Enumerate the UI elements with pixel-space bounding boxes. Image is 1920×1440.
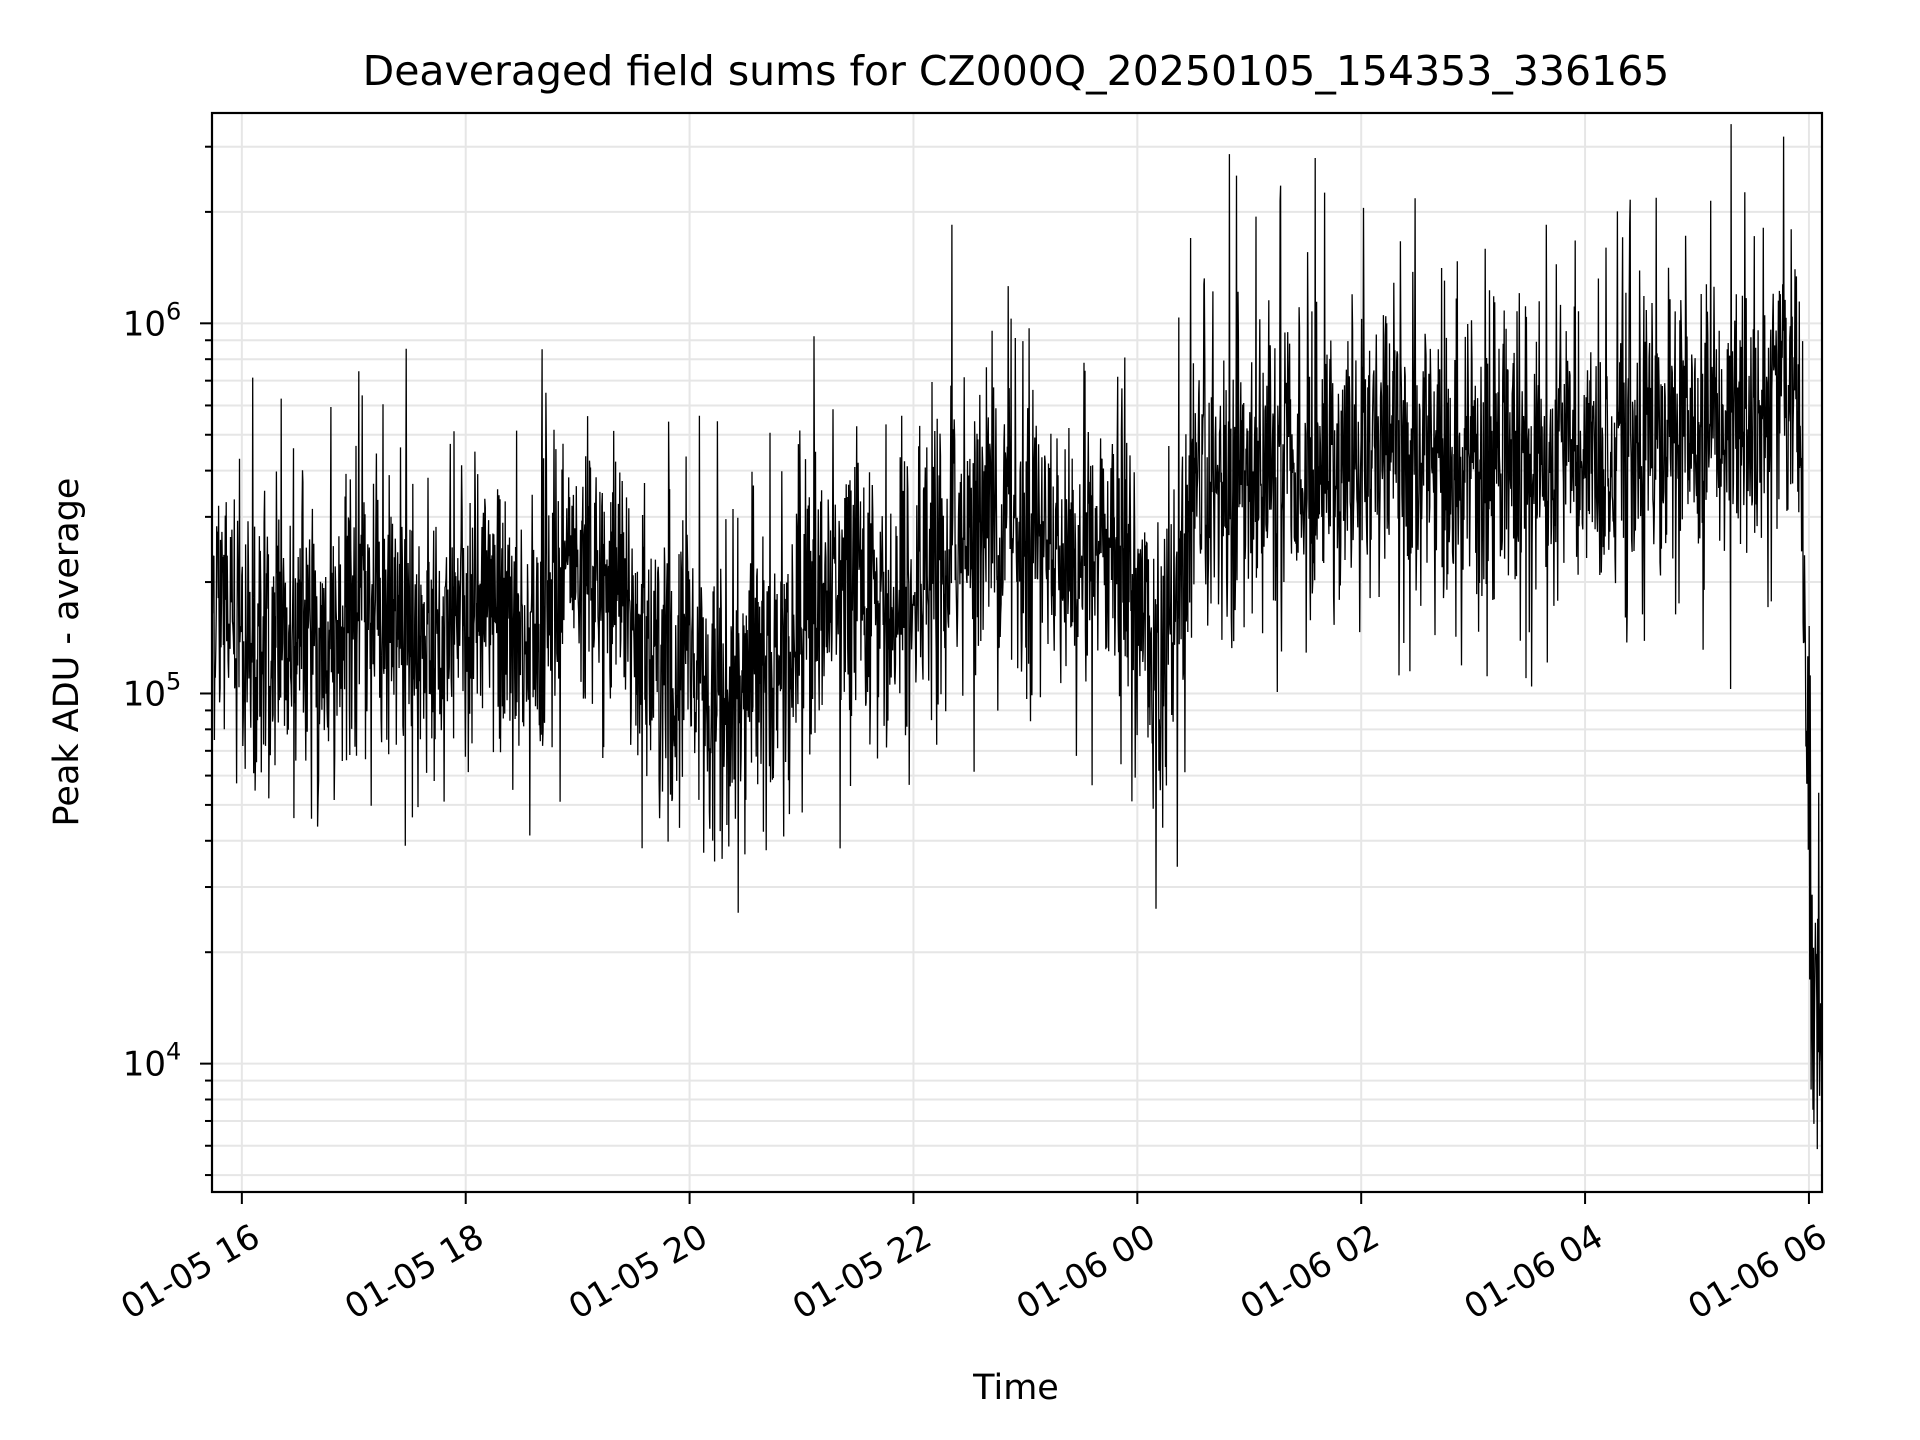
- chart-title: Deaveraged field sums for CZ000Q_2025010…: [363, 47, 1670, 95]
- y-tick-label: 106: [123, 297, 182, 344]
- plot-frame: [210, 111, 1824, 1194]
- series-line: [211, 124, 1823, 1150]
- y-axis-label: Peak ADU - average: [47, 478, 87, 827]
- y-axis: 104 105 106: [123, 145, 212, 1177]
- series-layer: [211, 124, 1823, 1150]
- grid: [212, 113, 1822, 1192]
- y-tick-label: 104: [123, 1038, 182, 1085]
- y-tick-label: 105: [123, 667, 182, 714]
- x-axis-label: Time: [972, 1368, 1059, 1408]
